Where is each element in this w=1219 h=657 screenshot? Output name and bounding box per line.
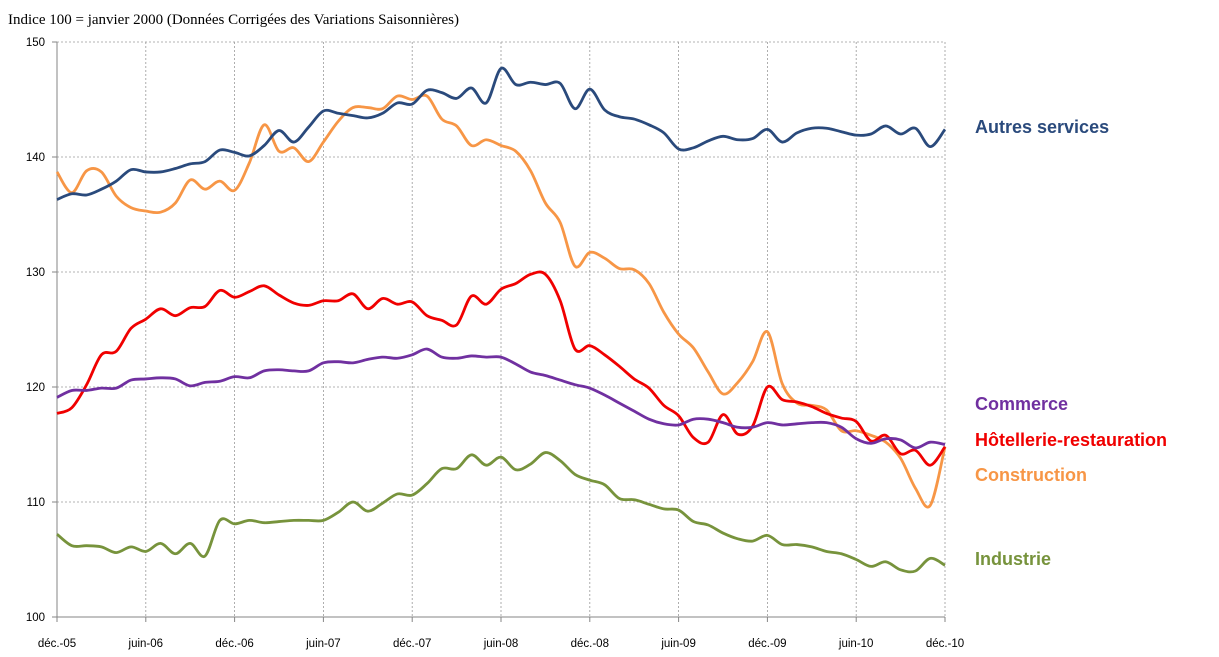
- x-tick-label: juin-08: [483, 638, 519, 650]
- chart-title: Indice 100 = janvier 2000 (Données Corri…: [8, 12, 459, 28]
- x-tick-label: déc.-05: [38, 638, 76, 650]
- x-tick-label: juin-06: [128, 638, 164, 650]
- series-label: Autres services: [975, 117, 1109, 137]
- x-tick-label: déc.-06: [215, 638, 253, 650]
- y-tick-label: 110: [27, 497, 45, 509]
- x-tick-label: juin-07: [305, 638, 341, 650]
- y-tick-label: 140: [26, 152, 45, 164]
- series-line: [56, 66, 947, 201]
- series-label: Industrie: [975, 549, 1051, 569]
- x-tick-label: juin-10: [838, 638, 874, 650]
- series-line: [56, 347, 946, 450]
- x-tick-label: déc.-07: [393, 638, 431, 650]
- series-line: [56, 270, 947, 467]
- x-tick-label: déc.-09: [748, 638, 786, 650]
- series-line: [56, 451, 946, 574]
- x-tick-label: juin-09: [660, 638, 696, 650]
- x-tick-label: déc.-10: [926, 638, 964, 650]
- y-tick-label: 100: [26, 612, 45, 624]
- y-tick-label: 130: [26, 267, 45, 279]
- series-label: Construction: [975, 465, 1087, 485]
- series-label: Commerce: [975, 394, 1068, 414]
- y-tick-label: 150: [26, 37, 45, 49]
- series-label: Hôtellerie-restauration: [975, 430, 1167, 450]
- x-tick-label: déc.-08: [571, 638, 609, 650]
- y-tick-label: 120: [26, 382, 45, 394]
